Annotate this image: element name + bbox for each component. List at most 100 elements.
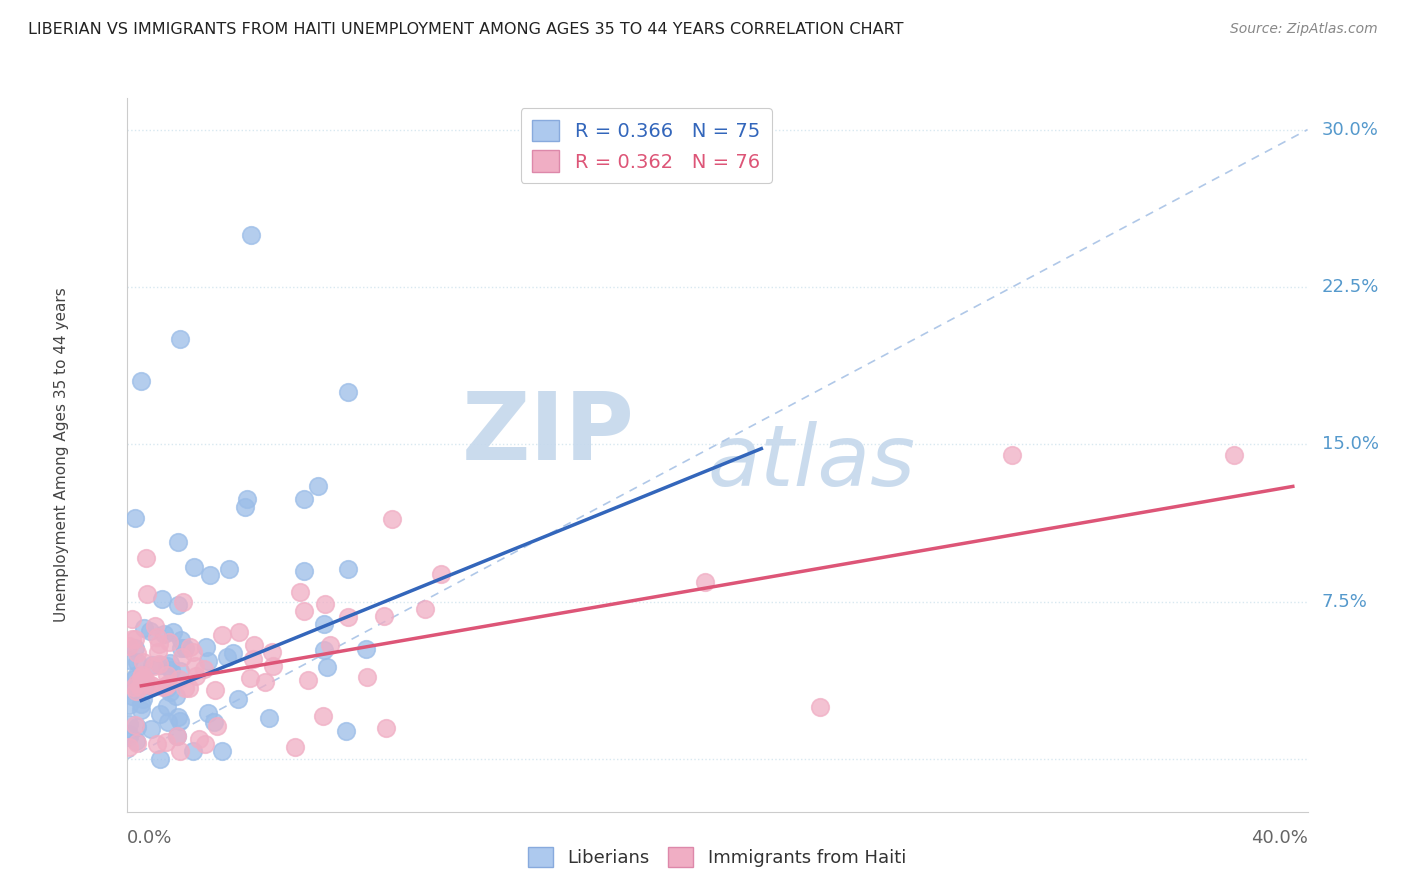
Point [125,646,148,660]
Point [413,602,436,616]
Point [166,729,188,743]
Point [148,657,170,672]
Point [157,714,180,729]
Point [242,652,264,666]
Point [121,612,143,626]
Point [121,690,143,704]
Point [159,656,181,670]
Point [148,637,170,651]
Point [170,633,193,648]
Point [381,511,404,525]
Legend: Liberians, Immigrants from Haiti: Liberians, Immigrants from Haiti [520,839,914,874]
Point [204,682,226,697]
Point [169,714,191,729]
Point [132,655,155,669]
Point [131,667,153,681]
Point [254,675,277,690]
Point [118,726,141,740]
Point [284,740,307,755]
Point [159,685,181,699]
Point [233,500,256,515]
Point [118,739,141,754]
Point [118,717,141,731]
Point [167,709,190,723]
Point [188,731,211,746]
Point [193,662,215,676]
Point [200,567,222,582]
Point [124,718,146,732]
Point [141,658,163,673]
Text: Unemployment Among Ages 35 to 44 years: Unemployment Among Ages 35 to 44 years [53,287,69,623]
Point [197,706,219,720]
Point [1001,448,1024,462]
Point [118,640,141,654]
Point [166,729,188,743]
Point [172,594,194,608]
Text: LIBERIAN VS IMMIGRANTS FROM HAITI UNEMPLOYMENT AMONG AGES 35 TO 44 YEARS CORRELA: LIBERIAN VS IMMIGRANTS FROM HAITI UNEMPL… [28,22,904,37]
Point [211,628,233,642]
Point [124,640,146,655]
Point [354,641,377,656]
Text: 30.0%: 30.0% [1322,120,1379,138]
Text: 0.0%: 0.0% [127,829,172,847]
Point [149,657,172,672]
Point [373,609,395,624]
Point [124,679,146,693]
Point [194,640,217,655]
Text: 15.0%: 15.0% [1322,435,1379,453]
Point [124,632,146,647]
Point [205,718,228,732]
Point [183,645,205,659]
Point [156,668,179,682]
Point [184,659,207,673]
Point [693,574,716,589]
Point [156,677,179,691]
Point [125,669,148,683]
Point [124,680,146,694]
Point [132,692,155,706]
Point [169,333,191,347]
Point [160,663,183,677]
Point [118,698,141,713]
Point [124,511,146,525]
Point [243,638,266,652]
Point [335,723,357,738]
Point [292,492,315,507]
Point [222,646,245,660]
Point [202,714,225,729]
Text: 22.5%: 22.5% [1322,278,1379,296]
Point [336,610,359,624]
Point [211,744,233,758]
Point [139,678,162,692]
Point [1222,448,1246,462]
Point [430,566,453,581]
Point [165,689,187,703]
Point [127,736,149,750]
Point [312,642,335,657]
Text: atlas: atlas [707,420,915,504]
Point [173,681,195,695]
Point [157,634,180,648]
Point [156,659,179,673]
Point [125,734,148,748]
Point [118,730,141,744]
Point [257,711,280,725]
Point [127,655,149,669]
Point [174,641,197,656]
Point [167,534,190,549]
Point [169,744,191,758]
Point [149,706,172,721]
Point [118,653,141,667]
Point [134,621,156,635]
Point [179,681,201,695]
Point [179,640,201,655]
Point [135,677,157,691]
Point [356,670,378,684]
Point [124,672,146,686]
Point [218,562,240,576]
Point [183,744,205,758]
Point [146,630,169,644]
Text: 7.5%: 7.5% [1322,593,1368,611]
Point [156,698,179,713]
Point [129,680,152,694]
